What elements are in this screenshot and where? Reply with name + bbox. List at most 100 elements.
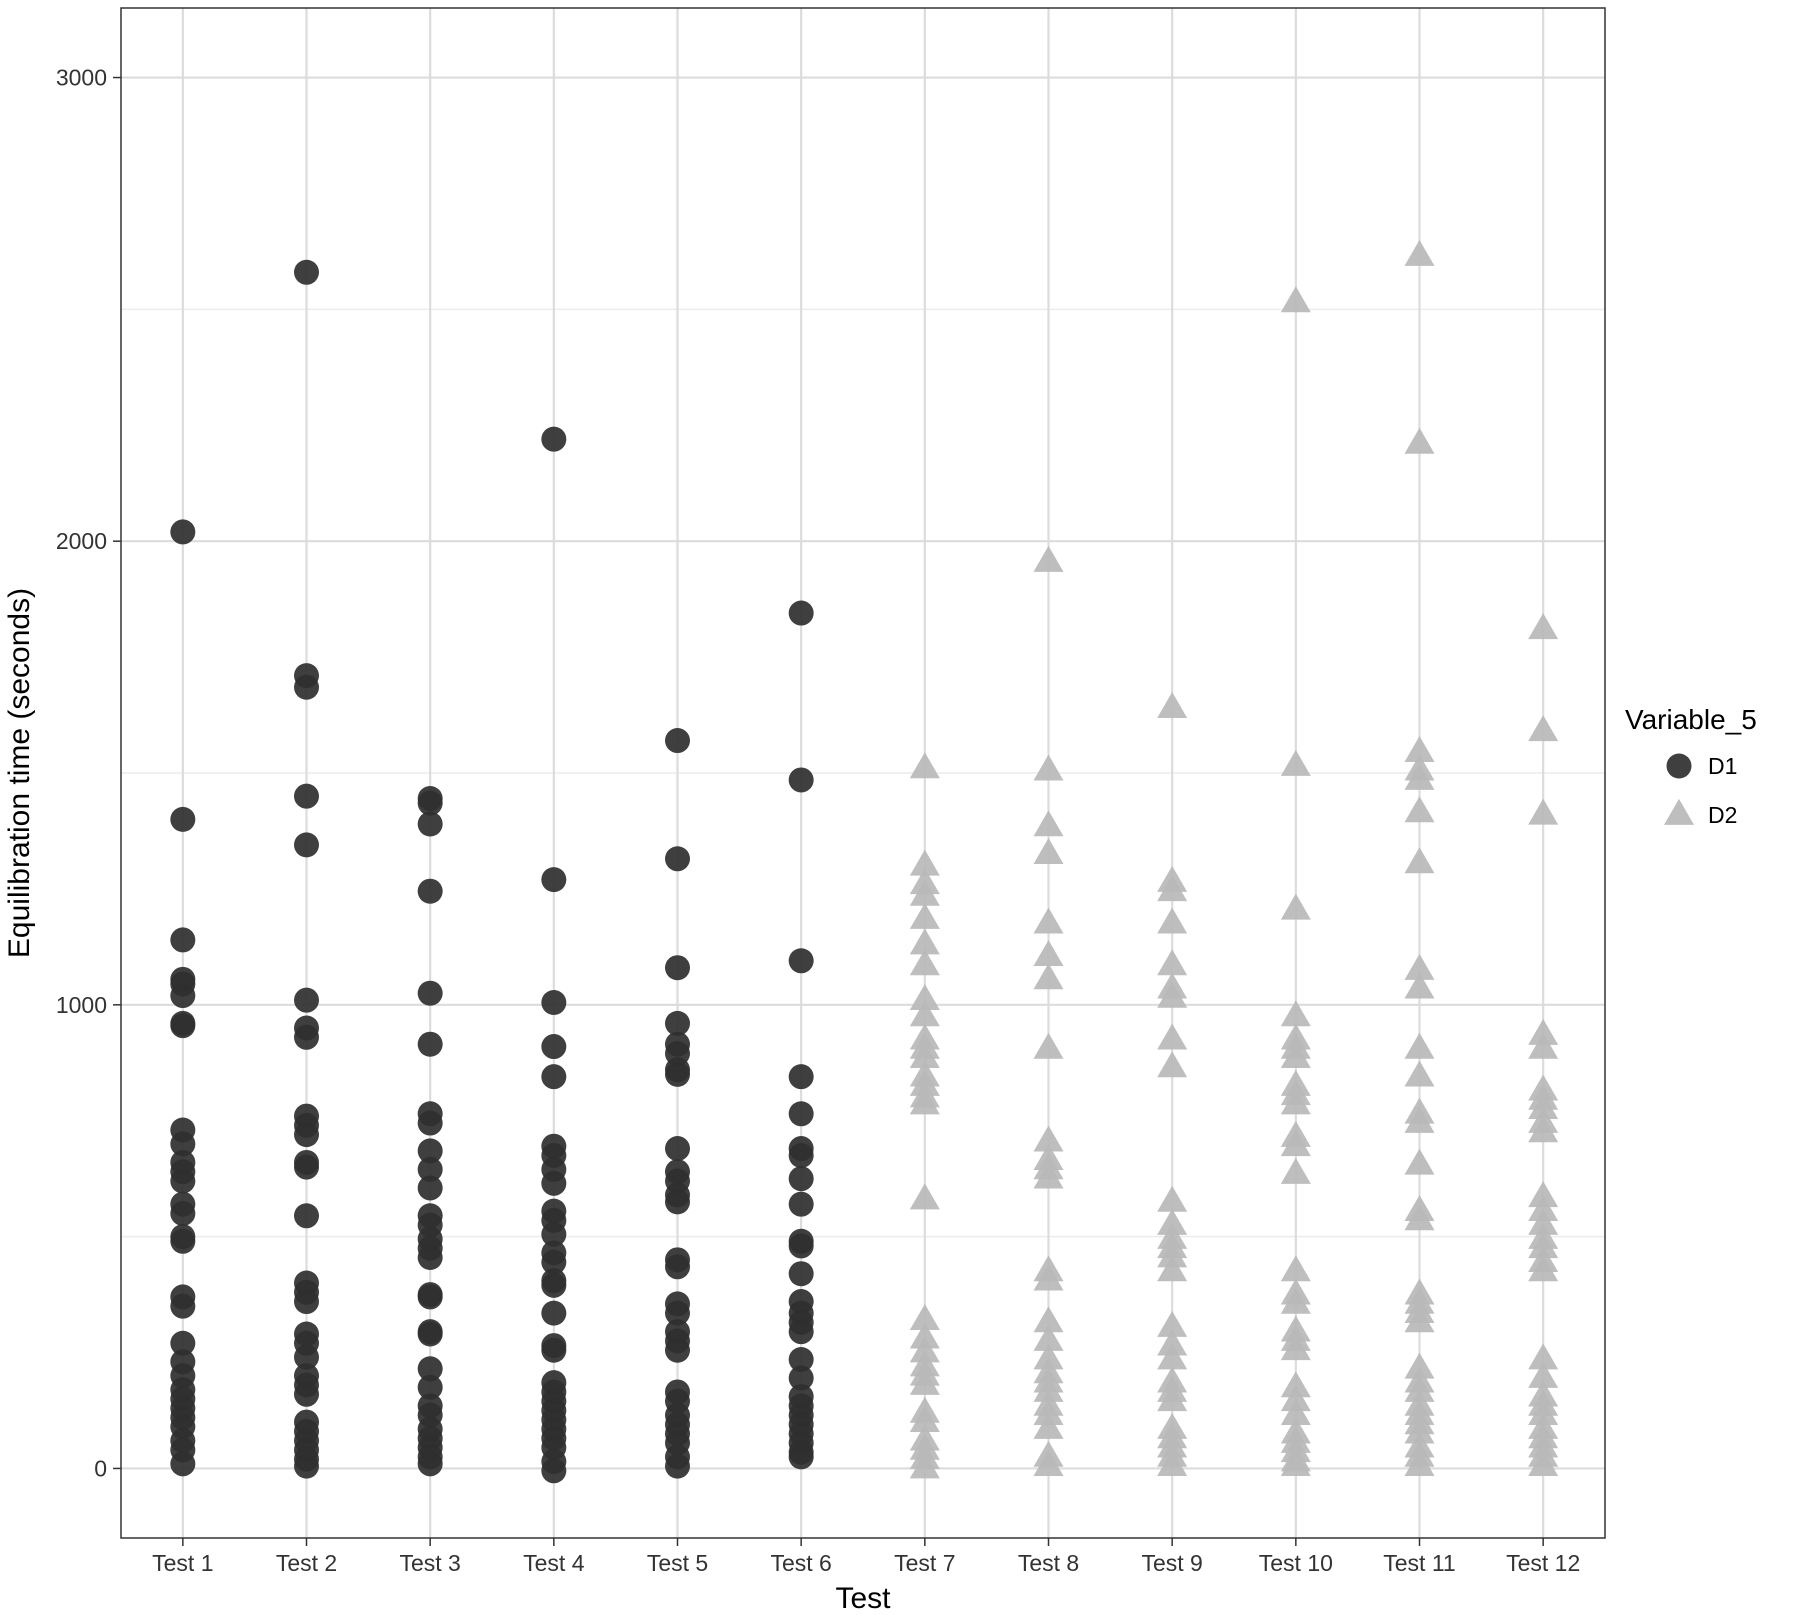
data-point-triangle	[1280, 1399, 1311, 1426]
data-point-circle	[665, 1010, 690, 1036]
data-point-circle	[170, 1330, 196, 1356]
x-tick-label: Test 10	[1259, 1550, 1333, 1576]
data-point-circle	[541, 867, 567, 893]
data-point-triangle	[1528, 1361, 1559, 1388]
data-point-circle	[665, 846, 690, 872]
data-point-circle	[294, 1122, 319, 1148]
data-point-triangle	[1033, 754, 1064, 781]
data-point-circle	[788, 1191, 814, 1217]
data-point-triangle	[909, 1088, 940, 1115]
data-point-circle	[294, 1381, 319, 1407]
data-point-triangle	[1404, 763, 1435, 790]
data-point-triangle	[1528, 1093, 1559, 1120]
y-axis: 0 1000 2000 3000	[56, 65, 121, 1481]
x-tick-label: Test 4	[523, 1550, 585, 1576]
data-point-circle	[294, 1453, 319, 1479]
data-point-triangle	[1033, 1162, 1064, 1189]
data-point-triangle	[1157, 1023, 1188, 1050]
data-point-circle	[417, 1110, 443, 1136]
data-point-circle	[665, 1136, 690, 1162]
data-point-circle	[541, 1249, 567, 1275]
data-point-triangle	[1280, 893, 1311, 920]
data-point-triangle	[1157, 1450, 1188, 1477]
data-point-circle	[294, 1024, 319, 1050]
data-point-triangle	[1404, 1450, 1435, 1477]
data-point-circle	[788, 1101, 814, 1127]
data-point-triangle	[1404, 796, 1435, 823]
x-tick-label: Test 9	[1141, 1550, 1202, 1576]
data-point-triangle	[909, 1042, 940, 1069]
data-point-circle	[788, 600, 814, 626]
data-point-circle	[294, 1154, 319, 1180]
y-tick-label: 1000	[56, 992, 107, 1018]
data-point-triangle	[1033, 1264, 1064, 1291]
x-tick-label: Test 3	[399, 1550, 460, 1576]
data-point-circle	[788, 948, 814, 974]
data-point-triangle	[1528, 798, 1559, 825]
x-axis-title: Test	[835, 1582, 891, 1615]
data-point-triangle	[1404, 1204, 1435, 1231]
data-point-triangle	[1404, 972, 1435, 999]
data-point-circle	[417, 790, 443, 816]
data-point-triangle	[1404, 1060, 1435, 1087]
legend: Variable_5 D1 D2	[1625, 704, 1757, 828]
x-tick-label: Test 11	[1383, 1550, 1455, 1576]
data-point-circle	[665, 1189, 690, 1215]
data-point-triangle	[1033, 1324, 1064, 1351]
data-point-circle	[788, 1143, 814, 1168]
data-point-circle	[665, 955, 690, 981]
data-point-triangle	[909, 902, 940, 929]
data-point-circle	[788, 1166, 814, 1192]
data-point-circle	[417, 1356, 443, 1382]
legend-item-d2: D2	[1664, 798, 1737, 828]
data-point-circle	[665, 1300, 690, 1326]
data-point-circle	[417, 1175, 443, 1201]
data-point-circle	[170, 1228, 196, 1254]
data-point-triangle	[1033, 1343, 1064, 1370]
data-point-triangle	[1280, 286, 1311, 313]
data-point-triangle	[1280, 749, 1311, 776]
data-point-triangle	[909, 879, 940, 906]
data-point-triangle	[1033, 1375, 1064, 1402]
x-tick-label: Test 6	[770, 1550, 831, 1576]
data-point-circle	[788, 1365, 814, 1391]
data-point-circle	[541, 1337, 567, 1363]
data-point-circle	[541, 1458, 567, 1484]
data-point-triangle	[1157, 1310, 1188, 1337]
series-d2	[909, 239, 1559, 1479]
data-point-circle	[294, 783, 319, 809]
data-point-triangle	[1157, 1241, 1188, 1268]
data-point-circle	[170, 983, 196, 1009]
data-point-triangle	[1157, 1051, 1188, 1078]
data-point-circle	[170, 1013, 196, 1039]
data-point-circle	[788, 1261, 814, 1287]
data-point-circle	[417, 1284, 443, 1310]
data-point-circle	[417, 1451, 443, 1477]
data-point-triangle	[1528, 1399, 1559, 1426]
data-point-circle	[541, 990, 567, 1015]
data-point-triangle	[909, 1000, 940, 1027]
data-point-triangle	[1157, 1385, 1188, 1412]
legend-title: Variable_5	[1625, 704, 1757, 735]
data-point-circle	[541, 1221, 567, 1247]
data-point-triangle	[1033, 810, 1064, 837]
data-point-triangle	[909, 928, 940, 955]
data-point-triangle	[1280, 1157, 1311, 1184]
data-point-triangle	[1528, 1181, 1559, 1208]
plot-panel-border	[120, 7, 1606, 1539]
x-tick-label: Test 7	[894, 1550, 955, 1576]
data-point-triangle	[1033, 940, 1064, 967]
grid-lines	[121, 8, 1605, 1538]
data-point-triangle	[1404, 1375, 1435, 1402]
data-point-triangle	[1404, 1352, 1435, 1379]
data-point-circle	[541, 426, 567, 452]
data-point-triangle	[909, 984, 940, 1011]
y-tick-label: 0	[94, 1455, 107, 1481]
data-point-circle	[417, 1138, 443, 1164]
legend-label: D2	[1708, 802, 1737, 828]
data-point-circle	[665, 1254, 690, 1280]
data-point-triangle	[1157, 1208, 1188, 1235]
data-point-triangle	[1280, 1255, 1311, 1282]
data-point-triangle	[909, 1452, 940, 1479]
data-point-circle	[294, 259, 319, 285]
